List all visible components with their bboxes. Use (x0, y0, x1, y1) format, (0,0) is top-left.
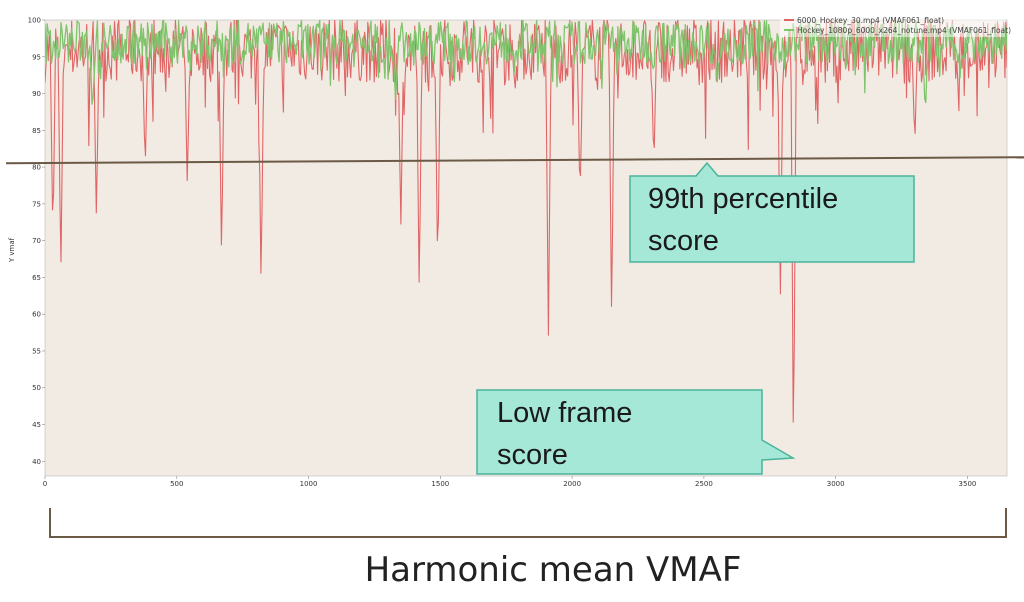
y-tick-label: 50 (32, 384, 41, 392)
legend-box (780, 15, 1005, 37)
x-tick-label: 0 (43, 480, 47, 488)
callout-low-frame-shape (476, 389, 796, 475)
legend-entry-series-2: Hockey_1080p_6000_x264_notune.mp4 (VMAF0… (797, 26, 1011, 35)
percentile-line (5, 156, 1024, 165)
summary-bracket (49, 508, 1007, 538)
y-tick-label: 40 (32, 458, 41, 466)
y-tick-label: 95 (32, 53, 41, 61)
legend: 6000_Hockey_30.mp4 (VMAF061_float) Hocke… (780, 15, 1011, 37)
series-line-2 (45, 20, 1007, 105)
y-tick-label: 85 (32, 127, 41, 135)
y-tick-label: 60 (32, 311, 41, 319)
x-tick-label: 500 (170, 480, 183, 488)
x-tick-label: 3500 (959, 480, 977, 488)
y-axis-label: Y vmaf (8, 237, 16, 263)
y-tick-label: 90 (32, 90, 41, 98)
y-tick-label: 70 (32, 237, 41, 245)
axis-ticks: 0 500 1000 1500 2000 2500 3000 3500 40 45 50 55 60 65… (28, 17, 977, 489)
series-lines (45, 20, 1007, 423)
callout-low-frame: Low frame score (476, 389, 796, 475)
y-tick-label: 65 (32, 274, 41, 282)
x-tick-label: 3000 (827, 480, 845, 488)
callout-low-frame-line-1: Low frame (497, 397, 632, 429)
callout-percentile-line-2: score (648, 225, 719, 257)
callout-low-frame-line-2: score (497, 439, 568, 471)
y-tick-label: 100 (28, 17, 41, 25)
x-tick-label: 2000 (563, 480, 581, 488)
y-tick-label: 45 (32, 421, 41, 429)
legend-entry-series-1: 6000_Hockey_30.mp4 (VMAF061_float) (797, 16, 944, 25)
callout-percentile-shape (629, 161, 915, 263)
y-tick-label: 55 (32, 347, 41, 355)
series-line-1 (45, 20, 1007, 423)
y-tick-label: 80 (32, 164, 41, 172)
y-tick-label: 75 (32, 200, 41, 208)
x-tick-label: 1000 (300, 480, 318, 488)
callout-percentile-line-1: 99th percentile (648, 183, 838, 215)
summary-caption: Harmonic mean VMAF (365, 550, 742, 590)
callout-percentile: 99th percentile score (629, 161, 915, 263)
x-tick-label: 1500 (431, 480, 449, 488)
x-tick-label: 2500 (695, 480, 713, 488)
